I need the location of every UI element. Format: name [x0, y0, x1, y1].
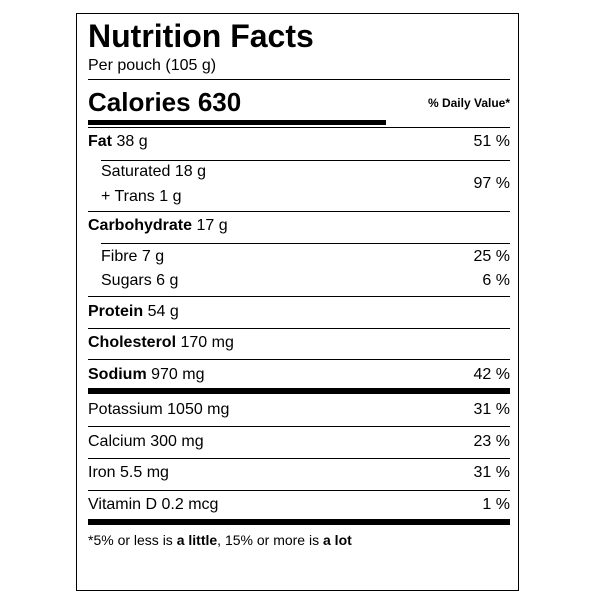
saturated-dv: 97 %: [473, 175, 510, 192]
divider: [88, 127, 510, 128]
nutrition-facts-label: Nutrition Facts Per pouch (105 g) Calori…: [76, 13, 519, 591]
calories-thick-rule: [88, 120, 386, 125]
cholesterol-amount: 170 mg: [180, 334, 234, 351]
cholesterol-row: Cholesterol 170 mg: [88, 335, 234, 351]
fat-dv: 51 %: [473, 133, 510, 150]
calcium-dv: 23 %: [473, 433, 510, 450]
protein-name: Protein: [88, 303, 144, 320]
protein-row: Protein 54 g: [88, 304, 179, 320]
divider: [101, 243, 510, 244]
fat-row: Fat 38 g: [88, 134, 148, 150]
divider: [88, 328, 510, 329]
iron-row: Iron 5.5 mg: [88, 464, 169, 481]
label-title: Nutrition Facts: [88, 18, 314, 54]
iron-dv: 31 %: [473, 464, 510, 481]
sugars-dv: 6 %: [482, 272, 510, 289]
sodium-row: Sodium 970 mg: [88, 367, 205, 383]
divider: [88, 359, 510, 360]
divider: [88, 296, 510, 297]
divider: [88, 211, 510, 212]
carbohydrate-name: Carbohydrate: [88, 217, 193, 234]
fat-amount: 38 g: [116, 133, 148, 150]
calories-label: Calories: [88, 87, 191, 117]
protein-amount: 54 g: [147, 303, 179, 320]
vitamin-d-row: Vitamin D 0.2 mcg: [88, 496, 219, 513]
potassium-dv: 31 %: [473, 401, 510, 418]
footnote: *5% or less is a little, 15% or more is …: [88, 533, 352, 547]
sodium-name: Sodium: [88, 366, 147, 383]
thick-rule: [88, 519, 510, 525]
fat-name: Fat: [88, 133, 112, 150]
sodium-dv: 42 %: [473, 366, 510, 383]
thick-rule: [88, 388, 510, 394]
daily-value-header: % Daily Value*: [427, 96, 510, 110]
sugars-row: Sugars 6 g: [101, 272, 179, 289]
divider: [101, 160, 510, 161]
divider: [88, 79, 510, 80]
divider: [88, 490, 510, 491]
footnote-bold-lot: a lot: [323, 532, 352, 548]
divider: [88, 458, 510, 459]
footnote-text: , 15% or more is: [217, 532, 323, 548]
calories-value: 630: [197, 87, 242, 117]
vitamin-d-dv: 1 %: [482, 496, 510, 513]
serving-size: Per pouch (105 g): [88, 57, 217, 74]
divider: [88, 426, 510, 427]
cholesterol-name: Cholesterol: [88, 334, 177, 351]
footnote-text: *5% or less is: [88, 532, 177, 548]
carbohydrate-row: Carbohydrate 17 g: [88, 218, 228, 234]
calories-row: Calories 630: [88, 89, 241, 115]
carbohydrate-amount: 17 g: [196, 217, 228, 234]
fibre-dv: 25 %: [473, 248, 510, 265]
footnote-bold-little: a little: [176, 532, 218, 548]
fibre-row: Fibre 7 g: [101, 248, 165, 265]
saturated-fat-line: Saturated 18 g: [101, 163, 206, 180]
trans-fat-line: + Trans 1 g: [101, 188, 182, 205]
sodium-amount: 970 mg: [151, 366, 205, 383]
calcium-row: Calcium 300 mg: [88, 433, 204, 450]
potassium-row: Potassium 1050 mg: [88, 401, 230, 418]
